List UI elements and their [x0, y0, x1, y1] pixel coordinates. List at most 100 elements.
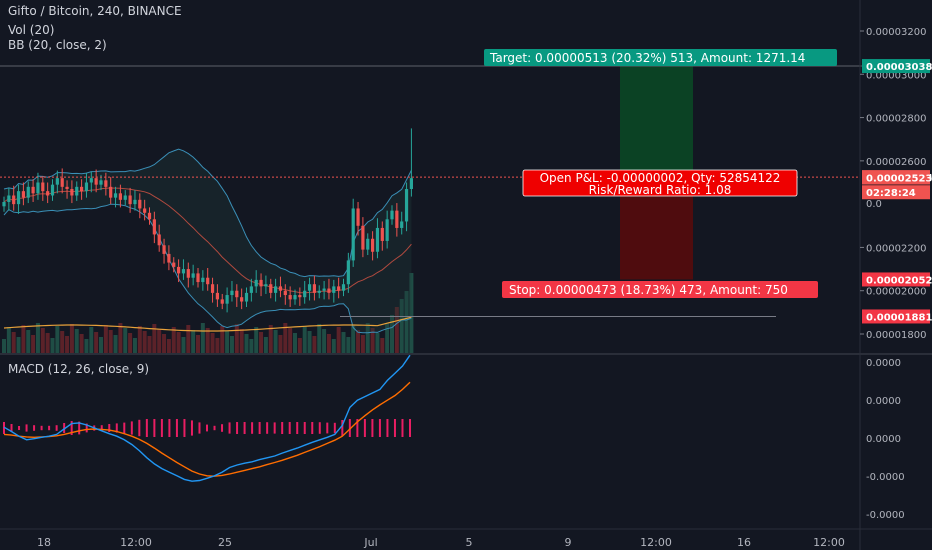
volume-bar [132, 338, 137, 353]
candle [225, 287, 229, 313]
candle-body [346, 260, 350, 285]
macd-histogram-bar [130, 421, 133, 435]
candle-body [274, 286, 278, 293]
volume-bar [312, 336, 317, 353]
candle-body [244, 292, 249, 302]
macd-histogram-bar [348, 419, 351, 437]
candle [341, 278, 346, 297]
candle-body [254, 279, 258, 287]
price-tag-label: 0.00001881 [866, 312, 932, 323]
target-label[interactable]: Target: 0.00000513 (20.32%) 513, Amount:… [484, 49, 837, 66]
candle-body [109, 186, 113, 198]
candle-body [89, 178, 93, 183]
macd-histogram-bar [386, 419, 389, 437]
volume-bar [229, 336, 234, 353]
volume-bar [317, 324, 322, 353]
volume-bar [288, 328, 293, 353]
time-tick-label: 12:00 [120, 536, 152, 549]
volume-bar [74, 329, 79, 353]
macd-legend: MACD (12, 26, close, 9) [8, 362, 150, 376]
position-labels[interactable]: Target: 0.00000513 (20.32%) 513, Amount:… [484, 49, 837, 298]
candle-body [2, 201, 6, 207]
volume-bar [55, 326, 60, 353]
candle [400, 211, 404, 235]
candle [109, 177, 113, 205]
candle-body [249, 286, 253, 293]
volume-bar [200, 323, 205, 353]
volume-bar [302, 326, 307, 353]
candle [385, 210, 389, 249]
price-tick-label: 0.00002800 [866, 114, 926, 125]
candle [371, 231, 375, 261]
candle [259, 273, 263, 297]
time-tick-label: 12:00 [813, 536, 845, 549]
candle-body [157, 234, 161, 246]
volume-bar [409, 273, 414, 353]
volume-bar [336, 327, 341, 353]
volume-bar [404, 291, 409, 353]
volume-bar [79, 334, 84, 353]
volume-bar [176, 332, 181, 353]
candle [191, 264, 195, 286]
macd-histogram-bar [311, 422, 314, 434]
price-tag: 0.00001881 [862, 309, 932, 324]
price-tag-label: 0.00002523 [866, 174, 932, 185]
volume-bar [69, 324, 74, 353]
volume-bar [205, 328, 210, 353]
candle-body [278, 286, 283, 291]
volume-bar [142, 331, 147, 353]
volume-bar [254, 327, 259, 353]
candle-body [12, 195, 16, 205]
candle [2, 196, 6, 212]
volume-bar [108, 330, 113, 353]
target-label-bg [484, 49, 837, 66]
candle [288, 286, 292, 307]
candle [356, 201, 360, 236]
candle [133, 190, 137, 211]
macd-tick-label: -0.0000 [866, 472, 905, 483]
macd-histogram-bar [401, 419, 404, 437]
candle-body [162, 245, 166, 254]
volume-bar [35, 323, 40, 353]
candle [366, 233, 370, 256]
candle [240, 288, 244, 310]
candle [274, 278, 278, 302]
volume-bar [89, 327, 94, 353]
price-tag-bg [862, 272, 930, 287]
candle-body [400, 221, 404, 228]
candle [55, 170, 59, 194]
candle [269, 278, 273, 299]
candlesticks[interactable] [2, 128, 413, 313]
price-tag: 0.00002523 [862, 170, 932, 185]
volume-bar [360, 335, 365, 353]
candle [50, 179, 55, 201]
candle-body [70, 188, 74, 196]
candle [75, 181, 79, 201]
candle-body [235, 290, 239, 298]
candle-body [191, 273, 195, 278]
macd-histogram-bar [85, 423, 88, 433]
volume-bar [60, 331, 65, 353]
candle [94, 169, 98, 193]
price-tick-label-partial: 0.0 [866, 199, 882, 210]
macd-histogram-bar [175, 419, 178, 437]
stop-label[interactable]: Stop: 0.00000473 (18.73%) 473, Amount: 7… [502, 281, 818, 298]
price-tag-bg [862, 59, 930, 74]
time-tick-label: 12:00 [640, 536, 672, 549]
pnl-label-bg [522, 169, 798, 197]
volume-bar [239, 329, 244, 353]
candle-body [283, 290, 287, 296]
macd-histogram-bar [18, 426, 21, 430]
macd-histogram-bar [213, 425, 216, 431]
macd-histogram-bar [236, 422, 239, 434]
stop-label-text: Stop: 0.00000473 (18.73%) 473, Amount: 7… [509, 283, 788, 297]
candle [327, 278, 331, 300]
macd-histogram-bar [288, 422, 291, 434]
candle-body [230, 290, 234, 296]
pnl-label[interactable]: Open P&L: -0.00000002, Qty: 52854122 Ris… [522, 169, 798, 197]
macd-tick-label: 0.0000 [866, 396, 901, 407]
volume-bar [249, 339, 254, 353]
candle [147, 207, 152, 225]
